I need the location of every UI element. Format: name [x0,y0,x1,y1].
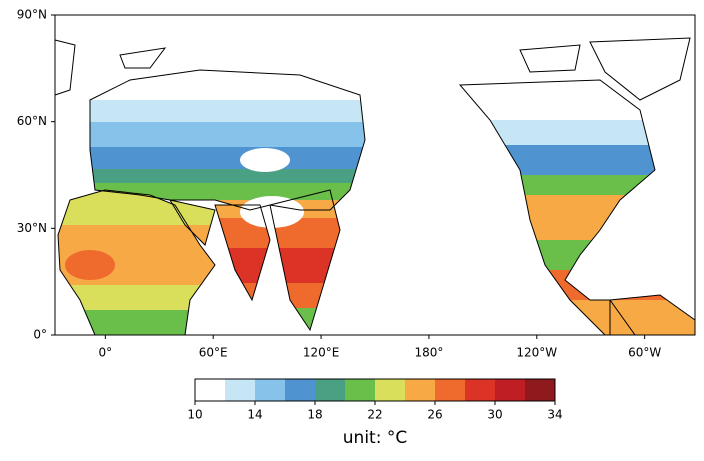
colorbar-tick-label: 30 [487,408,502,422]
coastline [589,37,691,101]
colorbar-segment [255,379,285,401]
x-tick-label: 60°W [628,346,661,360]
temperature-band [240,148,290,172]
colorbar-segment [525,379,555,401]
x-tick-label: 0° [99,346,113,360]
temperature-band [460,80,695,120]
y-tick-label: 0° [33,328,47,342]
colorbar-tick-label: 22 [367,408,382,422]
coastline [519,44,581,73]
colorbar-tick-label: 34 [547,408,562,422]
coastline [168,199,216,246]
x-tick-label: 60°E [199,346,228,360]
colorbar-segment [285,379,315,401]
colorbar-tick-label: 14 [247,408,262,422]
map-frame [54,14,696,336]
x-tick-label: 120°W [516,346,557,360]
coastline [89,69,366,211]
temperature-band [240,196,304,228]
coastline [458,79,656,336]
colorbar-segment [345,379,375,401]
temperature-band [460,270,695,300]
axes: 0° 60°E 120°E 180° 120°W 60°W 0° 30°N 60°N 90°N [17,8,662,360]
x-tick-label: 180° [414,346,443,360]
y-tick-label: 60°N [17,114,47,128]
temperature-band [460,195,695,240]
y-tick-label: 30°N [17,221,47,235]
temperature-field [58,70,695,335]
temperature-band [460,175,695,195]
coastline [119,47,167,69]
colorbar-segment [465,379,495,401]
coastline [214,204,271,302]
colorbar-segment [225,379,255,401]
colorbar: 10 14 18 22 26 30 34 unit: °C [187,378,563,448]
temperature-band [460,145,695,175]
colorbar-tick-label: 18 [307,408,322,422]
temperature-band [58,285,215,310]
temperature-band [90,169,365,183]
colorbar-label: unit: °C [343,428,407,448]
colorbar-segment [195,379,225,401]
colorbar-segment [315,379,345,401]
colorbar-segment [435,379,465,401]
temperature-band [460,120,695,145]
temperature-band [90,100,365,122]
colorbar-segment [405,379,435,401]
y-tick-label: 90°N [17,8,47,22]
temperature-band [90,183,365,200]
colorbar-tick-label: 10 [187,408,202,422]
coastline [269,189,341,332]
coastlines [54,37,696,336]
temperature-band [460,300,695,335]
temperature-band [460,240,695,270]
temperature-band [90,122,365,147]
colorbar-segment [495,379,525,401]
temperature-band [65,250,115,280]
coastline [57,189,216,336]
colorbar-tick-label: 26 [427,408,442,422]
temperature-band [90,147,365,169]
colorbar-segment [375,379,405,401]
x-tick-label: 120°E [303,346,340,360]
coastline [54,39,76,96]
